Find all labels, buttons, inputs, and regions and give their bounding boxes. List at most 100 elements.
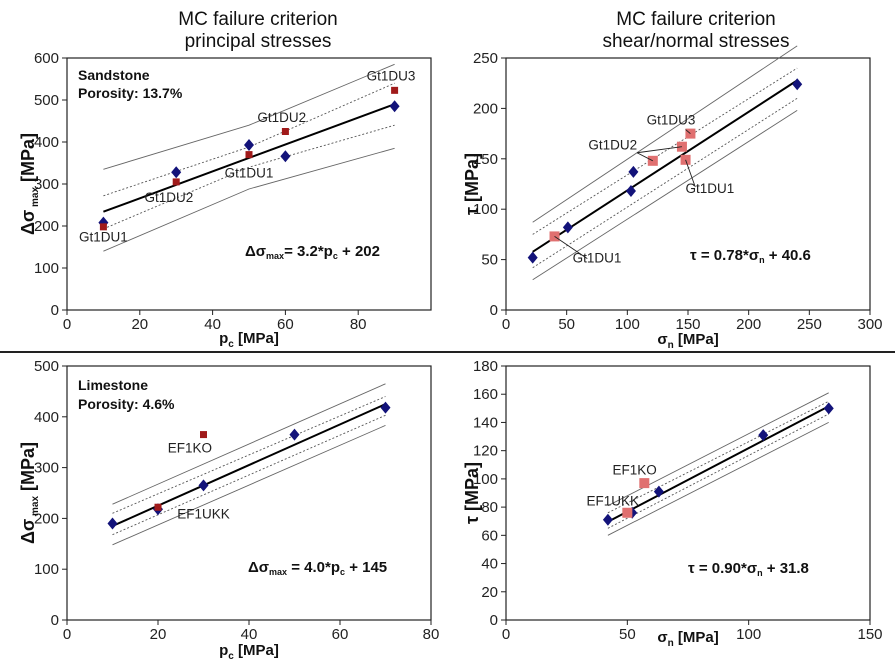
annotation-leader	[685, 129, 691, 134]
x-tick-label: 0	[63, 626, 71, 643]
point-annotation: Gt1DU2	[588, 138, 637, 153]
data-point-square	[99, 223, 107, 231]
y-axis-label: τ [MPa]	[462, 153, 482, 215]
x-tick-label: 50	[558, 316, 575, 333]
data-point-square	[245, 151, 253, 159]
x-tick-label: 80	[350, 316, 367, 333]
outer-band-upper	[112, 383, 386, 505]
fit-equation: τ = 0.78*σn + 40.6	[690, 247, 811, 265]
regression-line	[112, 403, 386, 527]
data-point-square	[172, 178, 180, 186]
porosity-label: Porosity: 4.6%	[78, 396, 175, 412]
point-annotation: Gt1DU1	[225, 166, 274, 181]
data-point-diamond	[107, 517, 118, 530]
data-point-diamond	[198, 479, 209, 492]
inner-band-upper	[112, 396, 386, 514]
data-point-diamond	[244, 138, 254, 151]
y-tick-label: 200	[34, 218, 59, 235]
fit-equation: Δσmax = 4.0*pc + 145	[248, 559, 387, 577]
x-tick-label: 0	[502, 626, 510, 643]
row-divider	[0, 351, 895, 353]
y-tick-label: 180	[473, 358, 498, 375]
data-point-diamond	[653, 485, 664, 498]
y-tick-label: 500	[34, 92, 59, 109]
y-tick-label: 150	[473, 151, 498, 168]
inner-band-lower	[103, 124, 395, 230]
y-tick-label: 0	[51, 302, 59, 319]
data-point-square	[391, 86, 399, 94]
x-tick-label: 20	[150, 626, 167, 643]
data-point-diamond	[823, 402, 834, 415]
point-annotation: Gt1DU1	[79, 230, 128, 245]
data-point-square	[639, 478, 650, 489]
y-tick-label: 0	[490, 612, 498, 629]
x-tick-label: 0	[502, 316, 510, 333]
outer-band-lower	[103, 147, 395, 252]
right-title-line-2: shear/normal stresses	[602, 31, 790, 52]
point-annotation: Gt1DU2	[257, 110, 306, 125]
y-tick-label: 250	[473, 50, 498, 67]
y-tick-label: 40	[481, 556, 498, 573]
y-tick-label: 0	[51, 612, 59, 629]
data-point-square	[154, 503, 162, 511]
y-axis-label: Δσ max [MPa]	[18, 442, 41, 544]
right-title-line-1: MC failure criterion	[616, 9, 776, 30]
data-point-diamond	[562, 221, 573, 234]
data-point-diamond	[602, 513, 613, 526]
data-point-diamond	[628, 165, 639, 178]
y-tick-label: 160	[473, 386, 498, 403]
x-tick-label: 60	[332, 626, 349, 643]
chart-panel-3: 0 20 40 60 80 0 100 200 300 400 500 pc [MPa] Δσ max …	[18, 358, 439, 660]
y-tick-label: 400	[34, 134, 59, 151]
y-tick-label: 100	[473, 471, 498, 488]
inner-band-upper	[532, 67, 798, 235]
data-point-diamond	[758, 429, 769, 442]
left-title-line-2: principal stresses	[184, 31, 332, 52]
x-tick-label: 150	[675, 316, 700, 333]
x-axis-label: pc [MPa]	[219, 330, 279, 350]
outer-band-upper	[532, 45, 798, 223]
x-tick-label: 40	[204, 316, 221, 333]
y-tick-label: 200	[473, 100, 498, 117]
annotation-leader	[685, 159, 696, 188]
outer-band-upper	[607, 392, 829, 507]
data-point-square	[281, 128, 289, 135]
point-annotation: EF1KO	[612, 463, 656, 478]
point-annotation: Gt1DU3	[647, 113, 696, 128]
y-tick-label: 100	[34, 260, 59, 277]
data-point-diamond	[280, 150, 291, 163]
data-point-diamond	[380, 401, 391, 414]
y-tick-label: 120	[473, 443, 498, 460]
data-point-diamond	[625, 185, 636, 198]
y-tick-label: 600	[34, 50, 59, 67]
data-point-square	[622, 507, 633, 518]
outer-band-upper	[103, 63, 395, 170]
inner-band-lower	[532, 97, 798, 269]
x-tick-label: 40	[241, 626, 258, 643]
x-axis-label: pc [MPa]	[219, 642, 279, 660]
regression-line	[532, 79, 798, 253]
porosity-label: Porosity: 13.7%	[78, 85, 183, 101]
y-axis-label: Δσ max [MPa]	[18, 133, 41, 235]
point-annotation: Gt1DU2	[145, 190, 194, 205]
inner-band-upper	[607, 400, 829, 514]
inner-band-lower	[112, 414, 386, 536]
left-column-title: MC failure criterion principal stresses	[108, 9, 408, 53]
data-point-square	[200, 431, 207, 439]
x-tick-label: 100	[736, 626, 761, 643]
data-point-diamond	[389, 100, 400, 113]
data-point-diamond	[792, 78, 803, 91]
x-tick-label: 100	[615, 316, 640, 333]
y-tick-label: 140	[473, 414, 498, 431]
chart-panel-1: 0 20 40 60 80 0 100 200 300 400 500 600 pc [MPa] Δσ m…	[18, 50, 432, 350]
x-tick-label: 200	[736, 316, 761, 333]
data-point-diamond	[171, 166, 182, 179]
data-point-diamond	[527, 251, 538, 264]
chart-panel-2: 0 50 100 150 200 250 300 0 50 100 150 200 250 σn [MPa…	[462, 45, 883, 351]
fit-equation: τ = 0.90*σn + 31.8	[688, 560, 809, 578]
y-tick-label: 100	[473, 201, 498, 218]
point-annotation: Gt1DU1	[685, 181, 734, 196]
y-axis-label: τ [MPa]	[462, 462, 482, 524]
right-column-title: MC failure criterion shear/normal stress…	[546, 9, 846, 53]
data-point-diamond	[289, 428, 300, 441]
